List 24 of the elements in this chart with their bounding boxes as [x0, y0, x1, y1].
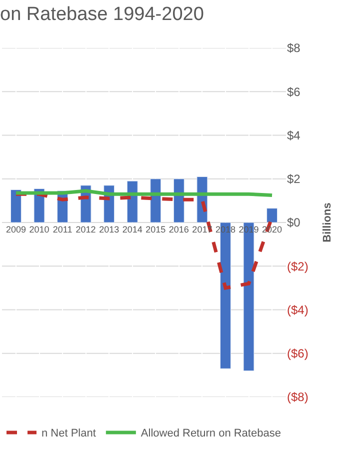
y-tick-label: ($6) — [287, 346, 308, 361]
x-tick-label: 2016 — [168, 224, 189, 234]
y-tick-label: ($8) — [287, 390, 308, 404]
y-tick-label: ($4) — [287, 302, 308, 317]
x-tick-label: 2011 — [52, 224, 72, 234]
x-tick-label: 2012 — [76, 224, 96, 234]
bar — [266, 208, 278, 223]
x-tick-label: 2010 — [29, 224, 50, 234]
x-tick-label: 2009 — [6, 224, 26, 234]
y-axis-title: Billions — [322, 202, 334, 242]
y-tick-label: $4 — [287, 128, 301, 142]
bar — [10, 190, 22, 223]
y-tick-label: $6 — [287, 84, 301, 99]
x-tick-label: 2013 — [99, 224, 120, 234]
x-tick-label: 2014 — [122, 224, 142, 234]
y-tick-label: ($2) — [287, 259, 308, 274]
legend-label: Allowed Return on Ratebase — [140, 428, 281, 440]
y-tick-label: $0 — [287, 216, 301, 230]
x-tick-label: 2019 — [238, 224, 259, 234]
y-tick-label: $8 — [287, 41, 301, 56]
legend-label: n Net Plant — [42, 428, 96, 440]
chart-title: on Ratebase 1994-2020 — [0, 4, 204, 26]
x-tick-label: 2015 — [146, 224, 166, 234]
y-tick-label: $2 — [287, 172, 301, 186]
